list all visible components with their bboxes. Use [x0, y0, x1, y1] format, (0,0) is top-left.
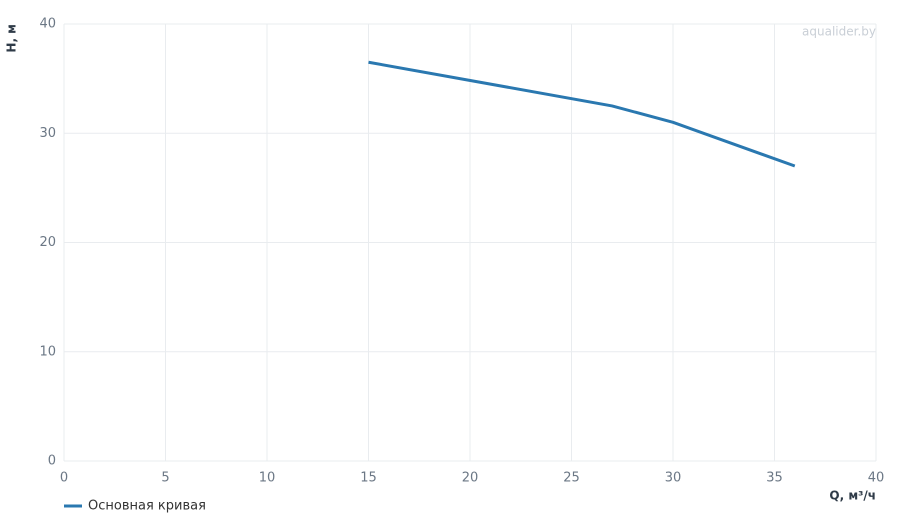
x-tick-label: 20	[462, 471, 479, 486]
x-tick-label: 15	[360, 471, 377, 486]
y-tick-label: 40	[39, 17, 56, 32]
watermark: aqualider.by	[802, 25, 876, 39]
data-line	[368, 60, 796, 168]
y-axis-title: H, м	[5, 24, 19, 53]
x-tick-label: 40	[868, 471, 885, 486]
y-tick-label: 0	[48, 454, 56, 469]
x-tick-label: 25	[563, 471, 580, 486]
x-tick-label: 30	[665, 471, 682, 486]
x-tick-label: 35	[766, 471, 783, 486]
x-tick-label: 0	[60, 471, 68, 486]
y-tick-label: 10	[39, 344, 56, 359]
y-tick-label: 30	[39, 126, 56, 141]
x-tick-label: 10	[259, 471, 276, 486]
x-tick-label: 5	[161, 471, 169, 486]
x-axis-title: Q, м³/ч	[829, 489, 876, 503]
legend-label: Основная кривая	[88, 499, 206, 514]
y-tick-label: 20	[39, 235, 56, 250]
